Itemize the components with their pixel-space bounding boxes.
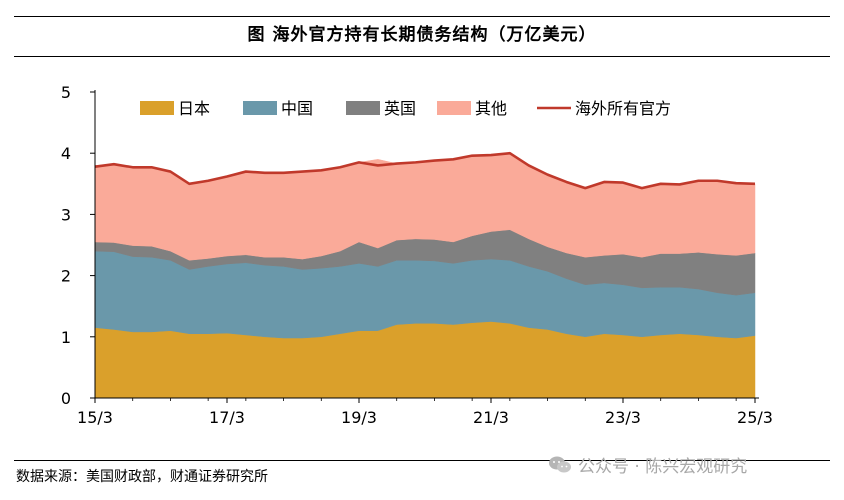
y-tick-label-4: 4: [61, 144, 71, 163]
title-top-rule: [14, 16, 830, 17]
legend-label-1: 中国: [281, 99, 313, 118]
chart: 0 1 2 3 4 5 15/3 17/3 19/3 21/3 23/3 25/3 日本 中国 英国 其他 海…: [61, 83, 773, 427]
line-series-total: [94, 151, 756, 190]
x-tick-label-4: 23/3: [605, 408, 641, 427]
source-note: 数据来源：美国财政部，财通证券研究所: [16, 469, 268, 485]
title-bottom-rule: [14, 56, 830, 57]
legend: 日本 中国 英国 其他 海外所有官方: [140, 99, 671, 118]
y-tick-label-0: 0: [61, 389, 71, 408]
x-tick-label-3: 21/3: [473, 408, 509, 427]
wechat-icon: [549, 456, 571, 472]
legend-label-2: 英国: [384, 99, 416, 118]
legend-label-4: 海外所有官方: [575, 99, 671, 118]
x-tick-label-5: 25/3: [737, 408, 773, 427]
page-title: 图 海外官方持有长期债务结构（万亿美元）: [247, 25, 597, 45]
legend-swatch-2: [346, 101, 380, 115]
x-tick-label-1: 17/3: [209, 408, 245, 427]
y-tick-label-5: 5: [61, 83, 71, 102]
watermark-text: 公众号 · 陈兴宏观研究: [578, 457, 748, 477]
y-tick-label-1: 1: [61, 328, 71, 347]
x-tick-label-2: 19/3: [341, 408, 377, 427]
legend-swatch-1: [243, 101, 277, 115]
legend-swatch-0: [140, 101, 174, 115]
axes: 0 1 2 3 4 5 15/3 17/3 19/3 21/3 23/3 25/3: [61, 83, 773, 427]
watermark: 公众号 · 陈兴宏观研究: [548, 452, 747, 477]
total-line: [94, 151, 756, 190]
legend-label-0: 日本: [178, 99, 210, 118]
y-tick-label-3: 3: [61, 205, 71, 224]
legend-label-3: 其他: [475, 99, 507, 118]
source-rule: [14, 460, 830, 461]
y-tick-label-2: 2: [61, 267, 71, 286]
area-layers: [94, 152, 756, 399]
legend-swatch-3: [437, 101, 471, 115]
x-tick-label-0: 15/3: [77, 408, 113, 427]
